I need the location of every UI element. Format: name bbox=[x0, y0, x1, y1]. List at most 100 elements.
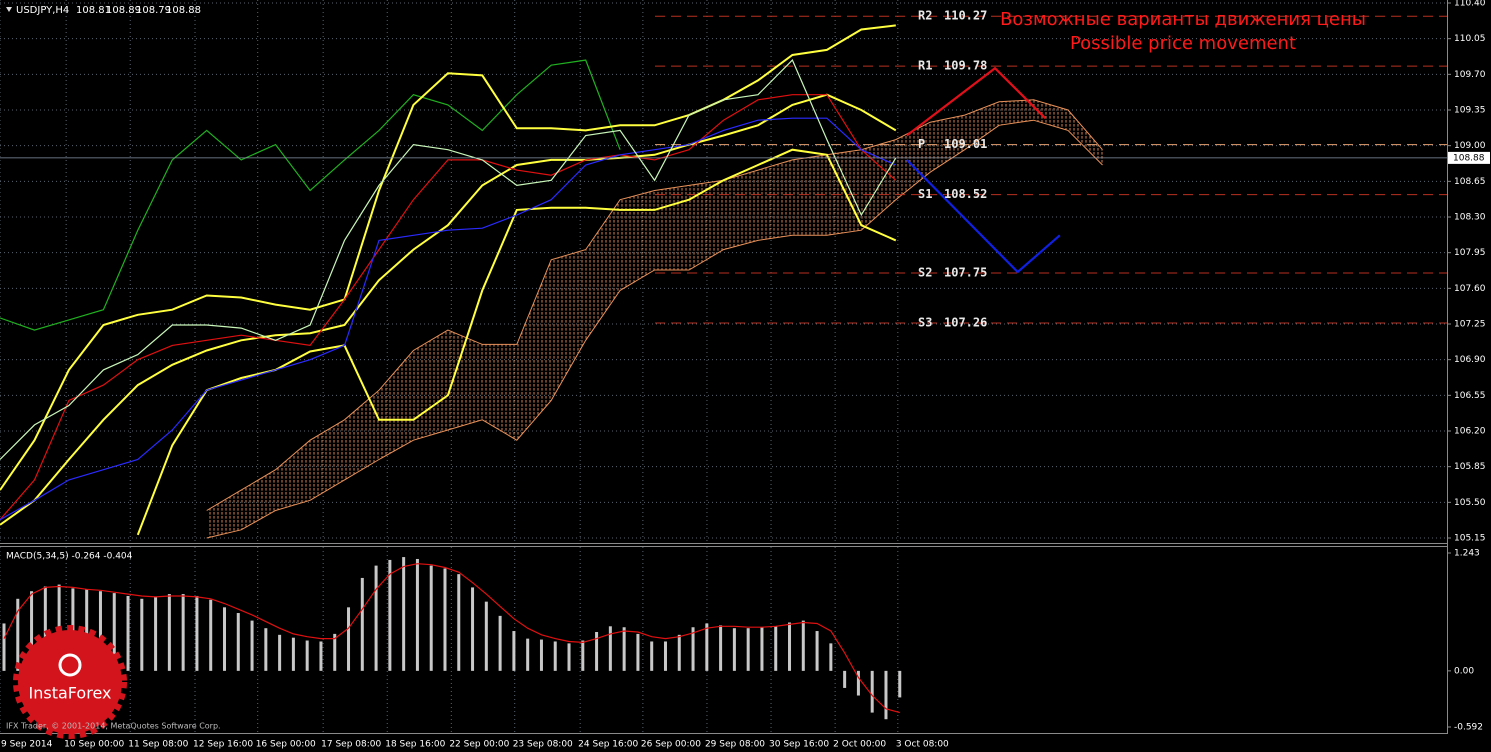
x-tick-label: 24 Sep 16:00 bbox=[578, 740, 638, 750]
macd-bar bbox=[774, 626, 778, 671]
macd-bar bbox=[581, 640, 585, 671]
y-tick-label: 0.00 bbox=[1454, 666, 1474, 676]
y-tick-label: 109.35 bbox=[1454, 106, 1486, 116]
annotation: Возможные варианты движения цены bbox=[1000, 9, 1366, 30]
y-tick-label: 109.70 bbox=[1454, 70, 1486, 80]
macd-bar bbox=[2, 623, 6, 671]
macd-bar bbox=[305, 640, 309, 671]
macd-bar bbox=[443, 568, 447, 671]
pivot-name: P bbox=[918, 137, 925, 151]
macd-bar bbox=[498, 615, 502, 671]
macd-bar bbox=[595, 631, 599, 671]
pivot-value: 107.75 bbox=[944, 266, 987, 280]
y-tick-label: 106.20 bbox=[1454, 427, 1486, 437]
pivot-value: 109.01 bbox=[944, 137, 987, 151]
x-tick-label: 23 Sep 08:00 bbox=[513, 740, 573, 750]
macd-bar bbox=[512, 631, 516, 671]
indicator-line bbox=[0, 117, 897, 521]
macd-bar bbox=[112, 593, 116, 671]
macd-bar bbox=[278, 634, 282, 671]
macd-bar bbox=[195, 595, 199, 671]
macd-bar bbox=[140, 598, 144, 671]
pivot-value: 109.78 bbox=[944, 59, 987, 73]
x-tick-label: 26 Sep 00:00 bbox=[641, 740, 701, 750]
pivot-name: R1 bbox=[918, 59, 932, 73]
macd-bar bbox=[788, 622, 792, 671]
logo-badge bbox=[13, 625, 127, 739]
macd-bar bbox=[760, 627, 764, 671]
macd-bar bbox=[85, 589, 89, 671]
x-tick-label: 18 Sep 16:00 bbox=[385, 740, 445, 750]
macd-bar bbox=[484, 601, 488, 671]
macd-bar bbox=[608, 626, 612, 671]
macd-bar bbox=[884, 670, 888, 720]
copyright: IFX Trader, © 2001-2014, MetaQuotes Soft… bbox=[6, 722, 221, 731]
x-tick-label: 29 Sep 08:00 bbox=[705, 740, 765, 750]
symbol: USDJPY,H4 bbox=[16, 5, 69, 16]
ohlc-value: 108.79 bbox=[136, 5, 171, 16]
macd-bar bbox=[209, 599, 213, 671]
current-price-box bbox=[1448, 151, 1490, 164]
macd-bar bbox=[539, 639, 543, 671]
y-tick-label: 110.40 bbox=[1454, 0, 1486, 9]
pivot-value: 110.27 bbox=[944, 9, 987, 23]
macd-bar bbox=[829, 643, 833, 671]
macd-bar bbox=[98, 591, 102, 671]
macd-bar bbox=[43, 586, 47, 671]
logo-text: InstaForex bbox=[29, 684, 112, 703]
indicator-line bbox=[0, 59, 897, 460]
indicator-line bbox=[0, 94, 897, 521]
x-tick-label: 17 Sep 08:00 bbox=[321, 740, 381, 750]
y-tick-label: 108.30 bbox=[1454, 213, 1486, 223]
x-tick-label: 11 Sep 08:00 bbox=[128, 740, 188, 750]
macd-bar bbox=[264, 628, 268, 671]
macd-bar bbox=[870, 670, 874, 713]
y-tick-label: 107.25 bbox=[1454, 320, 1486, 330]
y-tick-label: 110.05 bbox=[1454, 34, 1486, 44]
ichimoku-cloud bbox=[206, 99, 1103, 539]
logo-icon bbox=[58, 653, 82, 677]
logo: InstaForex bbox=[13, 625, 127, 739]
y-tick-label: 106.55 bbox=[1454, 391, 1486, 401]
price-panel bbox=[0, 0, 1447, 543]
y-tick-label: 109.00 bbox=[1454, 141, 1486, 151]
x-tick-label: 9 Sep 2014 bbox=[1, 740, 53, 750]
macd-bar bbox=[677, 634, 681, 671]
cloud-edge bbox=[206, 99, 1103, 511]
macd-bar bbox=[526, 638, 530, 671]
macd-bar bbox=[691, 627, 695, 671]
indicator-line bbox=[0, 93, 897, 526]
x-tick-label: 2 Oct 00:00 bbox=[833, 740, 886, 750]
y-tick-label: 106.90 bbox=[1454, 355, 1486, 365]
macd-bar bbox=[16, 598, 20, 671]
macd-bar bbox=[815, 631, 819, 671]
macd-bar bbox=[663, 641, 667, 671]
menu-arrow bbox=[6, 7, 12, 12]
macd-bar bbox=[719, 625, 723, 671]
macd-bar bbox=[236, 613, 240, 671]
macd-bar bbox=[250, 620, 254, 671]
forecast-path bbox=[906, 159, 1061, 274]
macd-bar bbox=[457, 574, 461, 671]
y-tick-label: 105.15 bbox=[1454, 534, 1486, 544]
pivot-value: 107.26 bbox=[944, 315, 987, 329]
macd-bar bbox=[746, 628, 750, 671]
pivot-name: S2 bbox=[918, 266, 932, 280]
macd-bar bbox=[567, 643, 571, 671]
macd-signal bbox=[3, 563, 900, 714]
indicator-line bbox=[136, 148, 897, 536]
macd-bar bbox=[374, 565, 378, 671]
macd-title: MACD(5,34,5) -0.264 -0.404 bbox=[6, 552, 133, 562]
pivot-value: 108.52 bbox=[944, 187, 987, 201]
macd-bar bbox=[388, 559, 392, 671]
x-tick-label: 22 Sep 00:00 bbox=[449, 740, 509, 750]
y-tick-label: 1.243 bbox=[1454, 549, 1480, 559]
macd-bar bbox=[360, 577, 364, 671]
ohlc-value: 108.81 bbox=[76, 5, 111, 16]
macd-bar bbox=[319, 641, 323, 671]
x-tick-label: 30 Sep 16:00 bbox=[769, 740, 829, 750]
pivot-name: R2 bbox=[918, 9, 932, 23]
macd-bar bbox=[705, 623, 709, 671]
indicator-line bbox=[0, 59, 621, 331]
